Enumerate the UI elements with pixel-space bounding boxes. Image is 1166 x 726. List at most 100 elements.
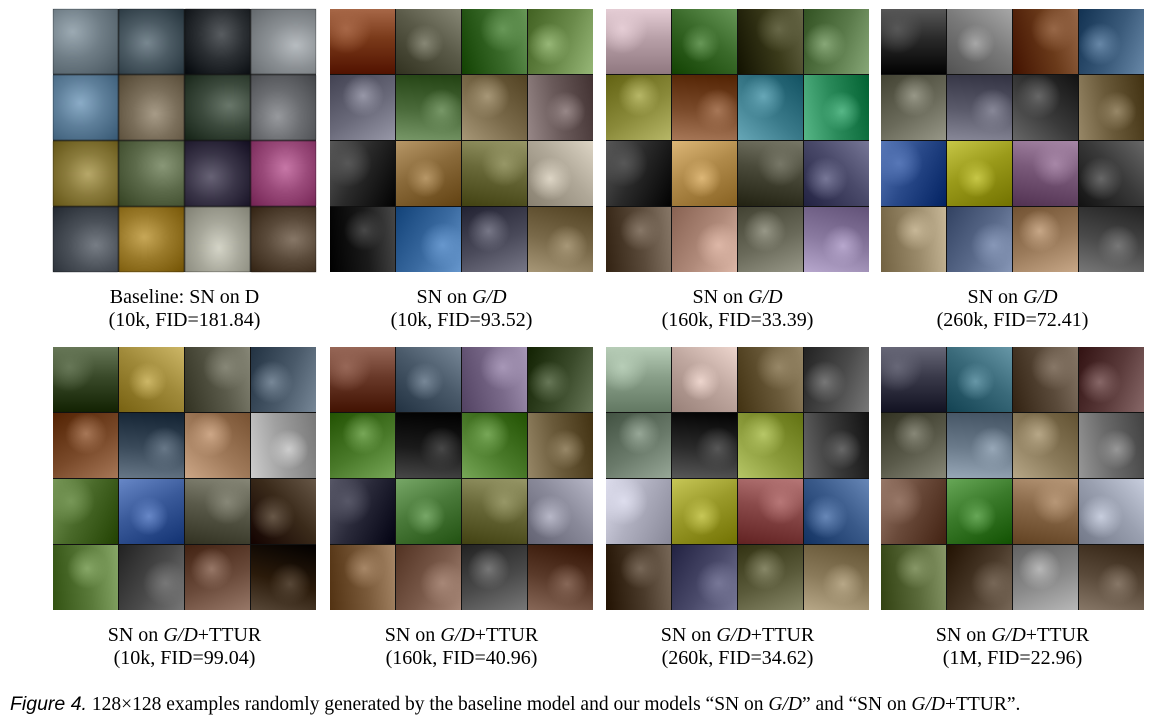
- sample-image: [881, 141, 946, 206]
- sample-image: [330, 207, 395, 272]
- sample-image: [606, 347, 671, 412]
- sample-image: [330, 75, 395, 140]
- sample-image: [330, 347, 395, 412]
- sample-image: [804, 9, 869, 74]
- sample-image: [947, 545, 1012, 610]
- sample-image: [1079, 9, 1144, 74]
- sample-image: [738, 207, 803, 272]
- sample-image: [606, 545, 671, 610]
- sample-image: [738, 75, 803, 140]
- panel-caption: SN on G/D+TTUR (160k, FID=40.96): [330, 624, 593, 670]
- sample-image: [606, 479, 671, 544]
- sample-image: [462, 141, 527, 206]
- sample-image: [396, 207, 461, 272]
- caption-line2: (260k, FID=34.62): [661, 647, 814, 669]
- sample-image: [881, 9, 946, 74]
- sample-image: [1079, 207, 1144, 272]
- caption-line2: (260k, FID=72.41): [936, 309, 1089, 331]
- panel-caption: Baseline: SN on D (10k, FID=181.84): [53, 286, 316, 332]
- sample-image: [185, 479, 250, 544]
- sample-image: [528, 413, 593, 478]
- sample-image: [53, 347, 118, 412]
- panel-sn-gd-ttur-160k: SN on G/D+TTUR (160k, FID=40.96): [330, 347, 593, 670]
- sample-image: [396, 9, 461, 74]
- sample-image: [330, 141, 395, 206]
- panel-caption: SN on G/D+TTUR (1M, FID=22.96): [881, 624, 1144, 670]
- sample-image: [672, 207, 737, 272]
- sample-grid: [330, 9, 593, 272]
- sample-image: [881, 413, 946, 478]
- panel-caption: SN on G/D+TTUR (260k, FID=34.62): [606, 624, 869, 670]
- sample-image: [119, 347, 184, 412]
- sample-image: [672, 75, 737, 140]
- sample-image: [53, 75, 118, 140]
- caption-line1: SN on G/D+TTUR: [935, 624, 1090, 646]
- sample-image: [119, 413, 184, 478]
- sample-image: [738, 9, 803, 74]
- sample-image: [947, 413, 1012, 478]
- sample-image: [947, 347, 1012, 412]
- caption-line1: SN on G/D+TTUR: [660, 624, 815, 646]
- sample-grid: [606, 9, 869, 272]
- sample-image: [330, 9, 395, 74]
- panel-sn-gd-10k: SN on G/D (10k, FID=93.52): [330, 9, 593, 332]
- sample-image: [606, 75, 671, 140]
- sample-image: [881, 207, 946, 272]
- sample-image: [1079, 479, 1144, 544]
- sample-image: [672, 347, 737, 412]
- sample-image: [185, 347, 250, 412]
- sample-image: [251, 75, 316, 140]
- sample-image: [881, 479, 946, 544]
- sample-image: [185, 75, 250, 140]
- sample-image: [528, 347, 593, 412]
- caption-line2: (10k, FID=93.52): [390, 309, 533, 331]
- sample-image: [672, 479, 737, 544]
- sample-image: [606, 141, 671, 206]
- sample-image: [53, 207, 118, 272]
- sample-image: [53, 479, 118, 544]
- sample-image: [396, 75, 461, 140]
- panel-caption: SN on G/D (260k, FID=72.41): [881, 286, 1144, 332]
- panel-sn-gd-ttur-260k: SN on G/D+TTUR (260k, FID=34.62): [606, 347, 869, 670]
- sample-grid: [330, 347, 593, 610]
- sample-image: [396, 413, 461, 478]
- sample-image: [881, 545, 946, 610]
- caption-line1: SN on G/D: [692, 286, 783, 308]
- sample-image: [251, 347, 316, 412]
- caption-line2: (1M, FID=22.96): [942, 647, 1083, 669]
- sample-image: [738, 479, 803, 544]
- caption-line1: Baseline: SN on D: [109, 286, 260, 308]
- sample-grid: [606, 347, 869, 610]
- panel-caption: SN on G/D (10k, FID=93.52): [330, 286, 593, 332]
- sample-image: [1013, 413, 1078, 478]
- sample-image: [804, 75, 869, 140]
- sample-image: [53, 413, 118, 478]
- sample-image: [53, 545, 118, 610]
- sample-image: [185, 413, 250, 478]
- sample-image: [185, 141, 250, 206]
- sample-image: [1079, 141, 1144, 206]
- sample-image: [1013, 9, 1078, 74]
- sample-image: [672, 141, 737, 206]
- sample-image: [251, 479, 316, 544]
- sample-image: [462, 413, 527, 478]
- sample-grid: [881, 9, 1144, 272]
- sample-image: [462, 347, 527, 412]
- sample-image: [119, 207, 184, 272]
- sample-image: [53, 9, 118, 74]
- sample-image: [330, 545, 395, 610]
- caption-line2: (160k, FID=40.96): [385, 647, 538, 669]
- sample-image: [330, 479, 395, 544]
- sample-image: [528, 545, 593, 610]
- sample-image: [119, 9, 184, 74]
- panel-sn-gd-ttur-10k: SN on G/D+TTUR (10k, FID=99.04): [53, 347, 316, 670]
- sample-image: [1079, 347, 1144, 412]
- sample-image: [119, 75, 184, 140]
- caption-line1: SN on G/D+TTUR: [384, 624, 539, 646]
- sample-image: [1013, 347, 1078, 412]
- sample-image: [396, 545, 461, 610]
- sample-image: [947, 141, 1012, 206]
- panel-sn-gd-ttur-1m: SN on G/D+TTUR (1M, FID=22.96): [881, 347, 1144, 670]
- sample-image: [738, 545, 803, 610]
- caption-line1: SN on G/D+TTUR: [107, 624, 262, 646]
